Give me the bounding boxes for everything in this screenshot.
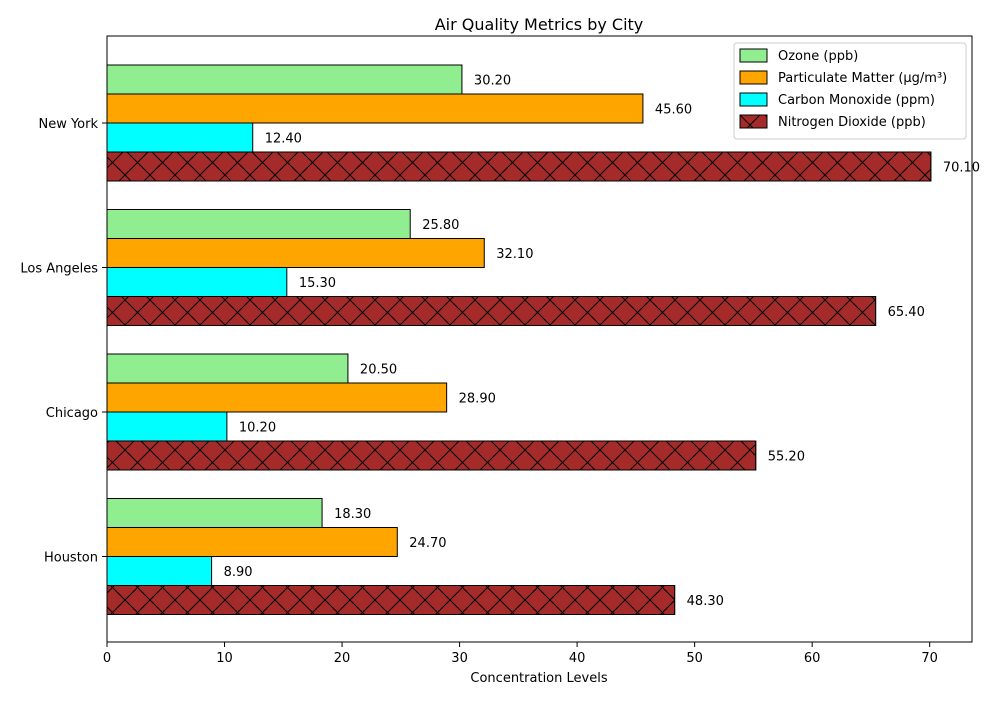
value-label-new-york-ozone-ppb: 30.20	[474, 74, 511, 89]
bar-new-york-carbon-monoxide-ppm	[106, 122, 254, 153]
x-tick-label-40: 40	[569, 651, 586, 666]
bar-hatch-new-york-nitrogen-dioxide-ppb	[106, 151, 932, 182]
bar-chicago-particulate-matter-g-m	[106, 382, 448, 413]
legend-label-ozone-ppb: Ozone (ppb)	[778, 49, 858, 64]
legend-swatch-hatch-nitrogen-dioxide-ppb	[739, 114, 768, 129]
bar-los-angeles-particulate-matter-g-m	[106, 238, 485, 268]
value-label-chicago-ozone-ppb: 20.50	[360, 363, 397, 378]
legend-swatch-carbon-monoxide-ppm	[739, 92, 768, 107]
value-label-new-york-nitrogen-dioxide-ppb: 70.10	[943, 161, 980, 176]
legend: Ozone (ppb) Particulate Matter (μg/m³) Car…	[733, 42, 967, 140]
bar-hatch-chicago-nitrogen-dioxide-ppb	[106, 440, 757, 471]
value-label-los-angeles-ozone-ppb: 25.80	[422, 218, 459, 233]
bars-layer	[106, 64, 932, 615]
legend-box	[733, 42, 967, 140]
bar-hatch-houston-nitrogen-dioxide-ppb	[106, 585, 676, 615]
value-label-chicago-nitrogen-dioxide-ppb: 55.20	[768, 450, 805, 465]
value-label-new-york-carbon-monoxide-ppm: 12.40	[265, 132, 302, 147]
bar-new-york-ozone-ppb	[106, 64, 463, 95]
value-label-houston-nitrogen-dioxide-ppb: 48.30	[687, 594, 724, 609]
bar-new-york-particulate-matter-g-m	[106, 93, 644, 124]
bar-houston-particulate-matter-g-m	[106, 527, 398, 557]
x-tick-label-0: 0	[103, 651, 111, 666]
x-tick-label-70: 70	[921, 651, 938, 666]
bar-los-angeles-ozone-ppb	[106, 209, 411, 239]
bar-chicago-carbon-monoxide-ppm	[106, 411, 228, 442]
value-label-los-angeles-particulate-matter-g-m: 32.10	[496, 247, 533, 262]
y-tick-label-chicago: Chicago	[46, 406, 98, 421]
y-tick-label-new-york: New York	[38, 117, 98, 132]
x-tick-label-50: 50	[686, 651, 703, 666]
y-tick-label-houston: Houston	[44, 551, 98, 566]
x-tick-label-10: 10	[216, 651, 233, 666]
x-tick-label-30: 30	[451, 651, 468, 666]
bar-los-angeles-carbon-monoxide-ppm	[106, 267, 288, 297]
legend-swatch-particulate-matter-g-m	[739, 70, 768, 85]
axes-layer: New York Los Angeles Chicago Houston 0 10 20 30…	[20, 35, 973, 666]
bar-hatch-los-angeles-nitrogen-dioxide-ppb	[106, 296, 877, 326]
y-tick-label-los-angeles: Los Angeles	[20, 262, 98, 277]
value-label-los-angeles-carbon-monoxide-ppm: 15.30	[299, 276, 336, 291]
legend-label-nitrogen-dioxide-ppb: Nitrogen Dioxide (ppb)	[778, 115, 926, 130]
legend-label-carbon-monoxide-ppm: Carbon Monoxide (ppm)	[778, 93, 935, 108]
x-tick-label-60: 60	[804, 651, 821, 666]
bar-houston-carbon-monoxide-ppm	[106, 556, 213, 586]
x-axis-label: Concentration Levels	[470, 671, 607, 686]
bar-houston-ozone-ppb	[106, 498, 323, 528]
legend-label-particulate-matter-g-m: Particulate Matter (μg/m³)	[778, 71, 947, 86]
chart-title: Air Quality Metrics by City	[435, 15, 644, 34]
bar-chicago-ozone-ppb	[106, 353, 349, 384]
value-label-houston-particulate-matter-g-m: 24.70	[409, 536, 446, 551]
value-label-new-york-particulate-matter-g-m: 45.60	[655, 103, 692, 118]
plot-frame	[106, 35, 973, 643]
value-label-chicago-carbon-monoxide-ppm: 10.20	[239, 421, 276, 436]
value-label-chicago-particulate-matter-g-m: 28.90	[459, 392, 496, 407]
value-label-los-angeles-nitrogen-dioxide-ppb: 65.40	[888, 305, 925, 320]
value-label-houston-carbon-monoxide-ppm: 8.90	[224, 565, 253, 580]
x-tick-label-20: 20	[334, 651, 351, 666]
value-labels-layer: 30.20 45.60 12.40 70.10 25.80 32.10 15.30 65.40…	[224, 74, 980, 610]
legend-swatch-ozone-ppb	[739, 48, 768, 63]
value-label-houston-ozone-ppb: 18.30	[334, 507, 371, 522]
